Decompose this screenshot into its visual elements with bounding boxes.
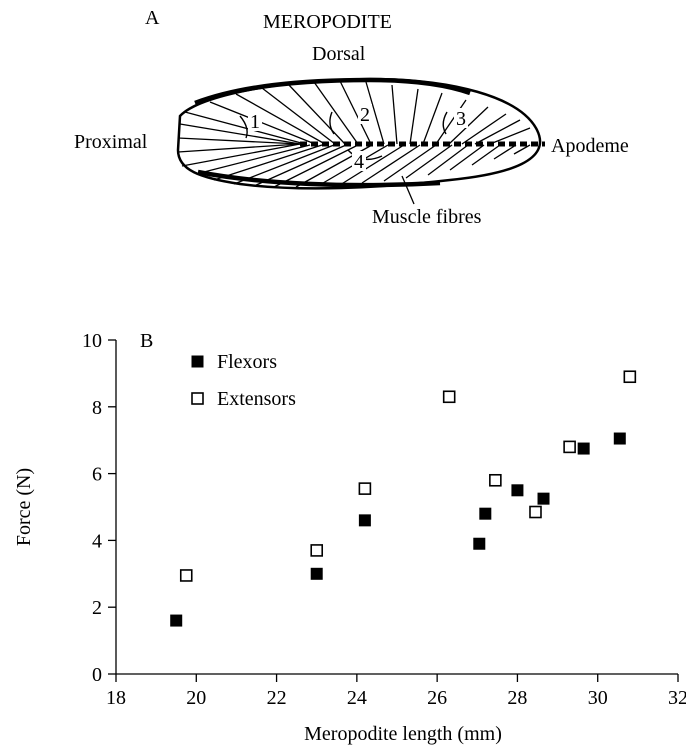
x-tick-label: 22 bbox=[267, 687, 287, 709]
flexor-point bbox=[479, 507, 492, 520]
region-label-3: 3 bbox=[456, 108, 466, 130]
y-tick-label: 4 bbox=[92, 530, 102, 552]
legend-swatch-flexors bbox=[191, 355, 204, 368]
muscle-fibres-label: Muscle fibres bbox=[372, 206, 482, 228]
flexor-point bbox=[511, 484, 524, 497]
x-tick-label: 18 bbox=[106, 687, 126, 709]
extensor-point bbox=[179, 569, 193, 582]
flexor-point bbox=[577, 442, 590, 455]
legend-label-flexors: Flexors bbox=[217, 351, 277, 373]
flexor-point bbox=[170, 614, 183, 627]
meropodite-diagram: A MEROPODITE Dorsal Proximal Apodeme Mus… bbox=[74, 7, 629, 228]
extensor-point bbox=[563, 440, 576, 454]
x-tick-label: 32 bbox=[668, 687, 686, 709]
extensor-point bbox=[358, 482, 372, 495]
flexor-point bbox=[473, 537, 486, 550]
region-label-1: 1 bbox=[250, 111, 260, 133]
y-axis-label: Force (N) bbox=[13, 468, 35, 546]
y-tick-label: 10 bbox=[82, 330, 102, 352]
x-tick-label: 24 bbox=[347, 687, 367, 709]
y-tick-label: 6 bbox=[92, 464, 102, 486]
region-numbers: 1 2 3 4 bbox=[248, 104, 468, 173]
apodeme-label: Apodeme bbox=[551, 135, 629, 157]
extensor-point bbox=[623, 370, 637, 384]
region-label-2: 2 bbox=[360, 104, 370, 126]
y-tick-label: 0 bbox=[92, 664, 102, 686]
x-axis-label: Meropodite length (mm) bbox=[304, 723, 502, 745]
x-tick-label: 28 bbox=[507, 687, 527, 709]
flexor-point bbox=[358, 514, 371, 527]
flexor-point bbox=[613, 432, 626, 445]
extensor-point bbox=[442, 390, 456, 404]
region-label-4: 4 bbox=[354, 151, 364, 173]
proximal-label: Proximal bbox=[74, 131, 148, 153]
extensor-point bbox=[489, 473, 502, 487]
panel-a-letter: A bbox=[145, 7, 160, 29]
panel-b-letter: B bbox=[140, 330, 153, 352]
diagram-title: MEROPODITE bbox=[263, 11, 392, 33]
chart-legend: Flexors Extensors bbox=[191, 351, 296, 410]
chart-marks bbox=[170, 370, 637, 627]
flexor-point bbox=[310, 567, 323, 580]
extensor-point bbox=[529, 505, 542, 519]
x-tick-label: 20 bbox=[186, 687, 206, 709]
legend-label-extensors: Extensors bbox=[217, 388, 296, 410]
y-tick-label: 2 bbox=[92, 597, 102, 619]
dorsal-label: Dorsal bbox=[312, 43, 366, 65]
x-tick-label: 30 bbox=[588, 687, 608, 709]
flexor-point bbox=[537, 492, 550, 505]
legend-swatch-extensors bbox=[191, 392, 204, 405]
y-tick-label: 8 bbox=[92, 397, 102, 419]
extensor-point bbox=[310, 544, 324, 557]
x-tick-label: 26 bbox=[427, 687, 447, 709]
